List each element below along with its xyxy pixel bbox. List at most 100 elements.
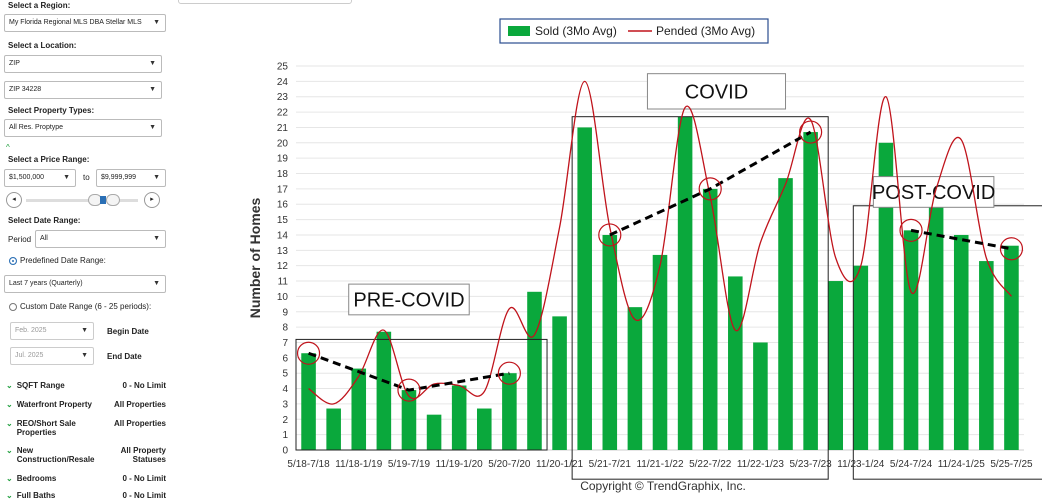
predefined-range-select[interactable]: Last 7 years (Quarterly) ▼ [4, 275, 166, 293]
location-value: ZIP 34228 [9, 86, 42, 93]
sold-bar [476, 408, 492, 450]
chevron-down-icon: ⌄ [6, 381, 13, 390]
top-dropdown[interactable] [178, 0, 352, 4]
x-tick-label: 11/23-1/24 [837, 459, 885, 470]
sold-bar [928, 188, 944, 450]
sold-bar [451, 385, 467, 450]
y-tick-label: 7 [282, 338, 288, 349]
property-type-value: All Res. Proptype [9, 124, 64, 131]
filter-sqft[interactable]: ⌄ SQFT Range 0 - No Limit [6, 381, 168, 390]
price-slider-track[interactable] [26, 199, 138, 202]
y-tick-label: 25 [277, 62, 289, 73]
sold-bar [903, 230, 919, 450]
x-tick-label: 5/18-7/18 [287, 459, 330, 470]
x-tick-label: 5/20-7/20 [488, 459, 531, 470]
annotation-box [646, 73, 787, 110]
sold-bar [728, 276, 743, 450]
x-axis-ticks: 5/18-7/18 11/18-1/19 5/19-7/19 11/19-1/20 5/… [287, 459, 1033, 470]
radio-unselected-icon[interactable] [9, 302, 17, 311]
begin-date-select[interactable]: Feb. 2025 ▼ [10, 322, 94, 340]
filter-value: All Property Statuses [120, 446, 166, 464]
chevron-down-icon: ⌄ [6, 491, 13, 500]
filter-full-baths[interactable]: ⌄ Full Baths 0 - No Limit [6, 491, 168, 500]
property-type-select[interactable]: All Res. Proptype ▼ [4, 119, 162, 137]
annotation-label: POST-COVID [872, 182, 995, 204]
filter-value: 0 - No Limit [122, 474, 166, 483]
filter-bedrooms[interactable]: ⌄ Bedrooms 0 - No Limit [6, 474, 168, 483]
sold-bar [878, 142, 894, 451]
sold-bar [979, 261, 994, 450]
filter-value: 0 - No Limit [122, 491, 166, 500]
x-tick-label: 11/24-1/25 [938, 459, 986, 470]
slider-left-button[interactable]: ◂ [6, 192, 22, 208]
y-tick-label: 12 [277, 261, 289, 272]
trend-line [609, 130, 812, 237]
sold-bar [301, 353, 316, 450]
price-max-select[interactable]: $9,999,999 ▼ [96, 169, 166, 187]
sold-bar [426, 414, 442, 450]
period-label: Period [8, 235, 32, 244]
sold-bar [1004, 245, 1019, 450]
sold-bar [828, 281, 844, 450]
chevron-down-icon: ▼ [149, 60, 156, 67]
y-tick-label: 13 [277, 246, 289, 257]
legend-box [499, 18, 769, 44]
y-tick-label: 18 [277, 169, 289, 180]
y-tick-label: 9 [282, 307, 288, 318]
y-tick-label: 11 [278, 277, 289, 288]
legend-sold-label: Sold (3Mo Avg) [535, 24, 617, 38]
chevron-down-icon: ▼ [81, 327, 88, 334]
price-min-select[interactable]: $1,500,000 ▼ [4, 169, 76, 187]
begin-date-value: Feb. 2025 [15, 327, 47, 334]
chart-footer: Copyright © TrendGraphix, Inc. [580, 479, 746, 493]
filter-value: All Properties [113, 419, 166, 428]
filter-waterfront[interactable]: ⌄ Waterfront Property All Properties [6, 400, 168, 409]
end-date-select[interactable]: Jul. 2025 ▼ [10, 347, 94, 365]
sold-bar [527, 291, 542, 450]
filter-label: SQFT Range [16, 381, 65, 390]
x-tick-label: 11/22-1/23 [737, 459, 785, 470]
filter-label: REO/Short Sale Properties [16, 419, 76, 437]
x-tick-label: 5/23-7/23 [789, 459, 832, 470]
y-tick-label: 5 [282, 369, 288, 380]
y-tick-label: 6 [282, 353, 288, 364]
sold-bar [326, 408, 341, 450]
collapse-icon[interactable]: ^ [6, 143, 10, 152]
period-value: All [40, 235, 48, 242]
region-select[interactable]: My Florida Regional MLS DBA Stellar MLS … [4, 14, 166, 32]
chevron-down-icon: ▼ [149, 124, 156, 131]
location-type-select[interactable]: ZIP ▼ [4, 55, 162, 73]
filter-label: Bedrooms [16, 474, 57, 483]
sold-bar [552, 316, 567, 450]
y-tick-label: 19 [277, 154, 289, 165]
custom-range-option[interactable]: Custom Date Range (6 - 25 periods): [9, 302, 151, 311]
y-tick-label: 21 [277, 123, 289, 134]
era-boxes: PRE-COVID COVID POST-COVID [295, 73, 1042, 480]
filter-reo[interactable]: ⌄ REO/Short Sale Properties All Propertie… [6, 419, 168, 437]
price-slider-handle-max[interactable] [106, 194, 120, 206]
y-tick-label: 17 [277, 184, 289, 195]
y-axis-label: Number of Homes [247, 198, 263, 319]
y-tick-label: 8 [282, 323, 288, 334]
sold-bar [853, 265, 869, 450]
filter-label: Full Baths [16, 491, 56, 500]
slider-right-button[interactable]: ▸ [144, 192, 160, 208]
chevron-down-icon: ▼ [81, 352, 88, 359]
period-select[interactable]: All ▼ [35, 230, 166, 248]
annotation-box [348, 283, 470, 316]
y-tick-label: 10 [277, 292, 289, 303]
price-min-value: $1,500,000 [9, 174, 45, 181]
location-type-value: ZIP [9, 60, 20, 67]
radio-selected-icon[interactable] [9, 256, 17, 265]
date-range-label: Select Date Range: [8, 216, 81, 225]
filter-new-construction[interactable]: ⌄ New Construction/Resale All Property St… [6, 446, 168, 464]
chevron-down-icon: ▼ [153, 19, 160, 26]
legend-pended-label: Pended (3Mo Avg) [656, 24, 755, 38]
sold-bar [602, 234, 618, 450]
predefined-range-option[interactable]: Predefined Date Range: [9, 256, 106, 265]
y-tick-label: 14 [277, 230, 289, 241]
chevron-down-icon: ⌄ [6, 474, 13, 483]
legend-sold-swatch [508, 26, 530, 36]
location-select[interactable]: ZIP 34228 ▼ [4, 81, 162, 99]
highlight-circle [296, 341, 321, 365]
